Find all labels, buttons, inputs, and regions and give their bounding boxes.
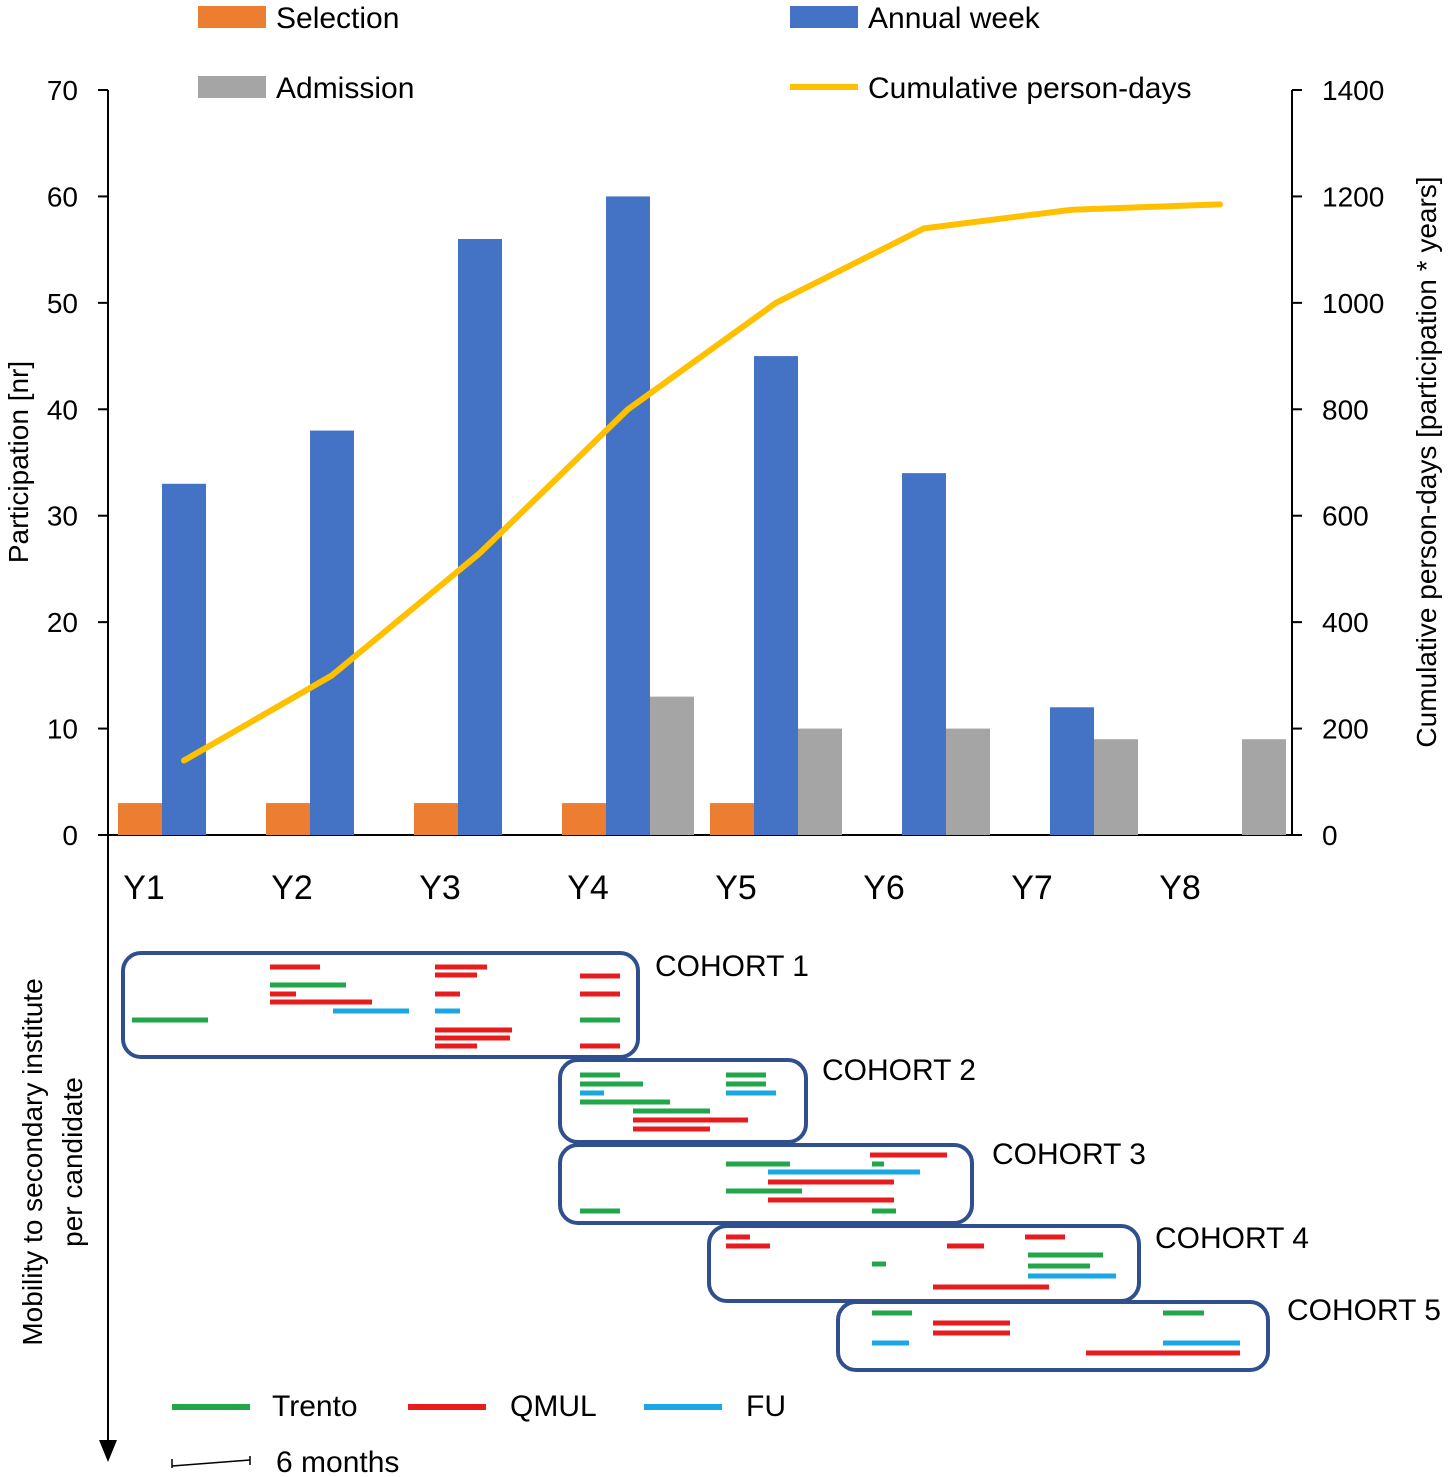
cumulative-point-y6: [923, 227, 925, 229]
cumulative-point-y1: [183, 760, 185, 761]
y-tick-label: 60: [47, 181, 78, 212]
x-tick-label: Y1: [123, 869, 165, 907]
x-tick-label: Y8: [1159, 869, 1201, 907]
y2-tick-label: 200: [1322, 714, 1369, 745]
bar-annual-week-y1: [162, 483, 206, 835]
cumulative-point-y8: [1219, 203, 1221, 205]
bar-selection-y2: [266, 803, 310, 835]
y-tick-label: 30: [47, 501, 78, 532]
cumulative-point-y7: [1071, 209, 1073, 211]
legend-label-fu: FU: [746, 1390, 786, 1423]
y-axis-title: Participation [nr]: [3, 361, 34, 563]
legend-label-cumulative: Cumulative person-days: [868, 72, 1191, 105]
y2-tick-label: 1200: [1322, 181, 1384, 212]
legend-swatch-selection: [198, 6, 266, 28]
cohort-5-box: [836, 1300, 1270, 1372]
mobility-axis-title-line1: Mobility to secondary institute: [17, 978, 48, 1345]
bar-selection-y1: [118, 803, 162, 835]
cumulative-point-y5: [775, 302, 777, 304]
y-tick-label: 40: [47, 394, 78, 425]
cumulative-person-days-line: [181, 201, 1223, 764]
legend-label-annual-week: Annual week: [868, 2, 1041, 35]
legend-swatch-admission: [198, 76, 266, 98]
y-tick-label: 50: [47, 288, 78, 319]
cohort-4-label: COHORT 4: [1155, 1222, 1309, 1255]
cumulative-point-y3: [479, 552, 481, 554]
x-tick-label: Y5: [715, 869, 757, 907]
legend-label-trento: Trento: [272, 1390, 358, 1423]
cohort-4: COHORT 4: [707, 1222, 1309, 1303]
chart-axes: 0 10 20 30 40 50 60 70 0 200 400 600 800 1000 1200 1400…: [47, 75, 1384, 907]
bar-selection-y3: [414, 803, 458, 835]
bar-admission-y8: [1242, 739, 1286, 835]
cohort-5-label: COHORT 5: [1287, 1294, 1441, 1327]
x-tick-label: Y3: [419, 869, 461, 907]
y2-tick-label: 1000: [1322, 288, 1384, 319]
y-tick-label: 0: [62, 820, 78, 851]
x-tick-label: Y6: [863, 869, 905, 907]
scale-label: 6 months: [276, 1446, 399, 1477]
bar-selection-y4: [562, 803, 606, 835]
cohort-5: COHORT 5: [836, 1294, 1441, 1372]
y2-tick-label: 1400: [1322, 75, 1384, 106]
legend-label-admission: Admission: [276, 72, 414, 105]
chart-legend: Selection Annual week Admission Cumulati…: [198, 2, 1191, 105]
y2-tick-label: 0: [1322, 820, 1338, 851]
y-tick-label: 20: [47, 607, 78, 638]
cohort-2-label: COHORT 2: [822, 1054, 976, 1087]
bar-annual-week-y6: [902, 473, 946, 835]
y2-tick-label: 400: [1322, 607, 1369, 638]
bar-annual-week-y4: [606, 196, 650, 835]
y2-axis-title: Cumulative person-days [participation * …: [1411, 176, 1442, 747]
bar-annual-week-y2: [310, 430, 354, 835]
cohort-panels: COHORT 1 COHORT 2 COHORT 3 COHORT 4 COHORT 5: [121, 950, 1441, 1372]
cohort-3: COHORT 3: [558, 1138, 1146, 1225]
cohort-1-box: [121, 951, 640, 1059]
legend-swatch-annual-week: [790, 6, 858, 28]
cohort-3-box: [558, 1143, 974, 1225]
legend-label-selection: Selection: [276, 2, 399, 35]
bar-admission-y5: [798, 728, 842, 835]
cohort-1-label: COHORT 1: [655, 950, 809, 983]
scale-bar: [171, 1459, 251, 1467]
mobility-axis-title-line2: per candidate: [57, 1077, 88, 1247]
cumulative-point-y4: [627, 408, 629, 410]
chart-bars: [118, 196, 1286, 835]
bar-annual-week-y7: [1050, 707, 1094, 835]
x-tick-label: Y2: [271, 869, 313, 907]
bar-admission-y4: [650, 696, 694, 835]
x-tick-label: Y7: [1011, 869, 1053, 907]
cumulative-point-y2: [331, 674, 333, 676]
bar-admission-y6: [946, 728, 990, 835]
bar-selection-y5: [710, 803, 754, 835]
x-tick-label: Y4: [567, 869, 609, 907]
bar-annual-week-y5: [754, 356, 798, 835]
cohort-1: COHORT 1: [121, 950, 809, 1059]
mobility-legend: Trento QMUL FU 6 months: [171, 1390, 786, 1477]
legend-label-qmul: QMUL: [510, 1390, 597, 1423]
y2-tick-label: 800: [1322, 394, 1369, 425]
y-tick-label: 70: [47, 75, 78, 106]
cohort-3-label: COHORT 3: [992, 1138, 1146, 1171]
y-tick-label: 10: [47, 714, 78, 745]
cohort-2-box: [558, 1058, 808, 1144]
mobility-axis-arrowhead: [99, 1440, 117, 1462]
bar-admission-y7: [1094, 739, 1138, 835]
y2-tick-label: 600: [1322, 501, 1369, 532]
chart-line: [181, 201, 1223, 764]
cohort-2: COHORT 2: [558, 1054, 976, 1144]
